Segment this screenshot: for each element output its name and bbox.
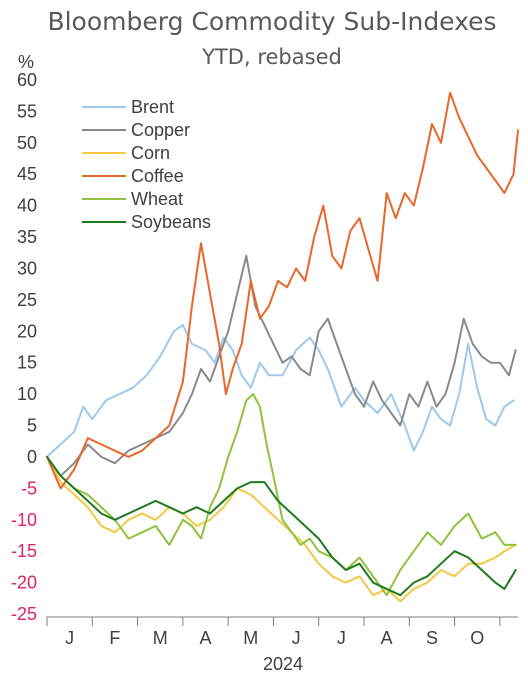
legend-label-soybeans: Soybeans <box>131 212 211 232</box>
x-tick-label: S <box>426 628 438 648</box>
y-tick-label: -20 <box>11 573 37 593</box>
series-line-coffee <box>46 91 519 490</box>
x-tick-label: F <box>109 628 120 648</box>
series-line-wheat <box>46 393 517 597</box>
y-tick-label: 20 <box>17 321 37 341</box>
chart-title: Bloomberg Commodity Sub-Indexes <box>47 7 496 36</box>
y-tick-label: 5 <box>27 416 37 436</box>
chart-subtitle: YTD, rebased <box>201 45 342 69</box>
y-tick-label: 45 <box>17 164 37 184</box>
x-tick-label: M <box>153 628 168 648</box>
y-tick-label: 10 <box>17 384 37 404</box>
y-tick-label: -15 <box>11 541 37 561</box>
legend-label-corn: Corn <box>131 143 170 163</box>
x-axis-year-label: 2024 <box>263 654 303 674</box>
y-tick-label: -10 <box>11 510 37 530</box>
y-axis-unit-label: % <box>18 52 34 72</box>
y-tick-label: 0 <box>27 447 37 467</box>
legend-label-brent: Brent <box>131 97 174 117</box>
legend-label-wheat: Wheat <box>131 189 183 209</box>
y-tick-label: 55 <box>17 101 37 121</box>
series-line-corn <box>46 455 517 603</box>
y-tick-label: -5 <box>21 478 37 498</box>
y-tick-label: 15 <box>17 353 37 373</box>
series-line-copper <box>46 254 517 477</box>
legend-label-copper: Copper <box>131 120 190 140</box>
y-tick-label: 25 <box>17 290 37 310</box>
series-line-brent <box>46 324 515 458</box>
y-tick-label: 30 <box>17 258 37 278</box>
x-tick-label: J <box>65 628 74 648</box>
legend-label-coffee: Coffee <box>131 166 184 186</box>
series-line-soybeans <box>46 455 517 597</box>
series-layer <box>46 91 519 603</box>
y-tick-label: 40 <box>17 196 37 216</box>
x-tick-label: M <box>243 628 258 648</box>
y-tick-label: 50 <box>17 133 37 153</box>
y-tick-label: 35 <box>17 227 37 247</box>
y-tick-label: -25 <box>11 604 37 624</box>
y-tick-label: 60 <box>17 70 37 90</box>
x-tick-label: A <box>381 628 393 648</box>
x-tick-label: J <box>292 628 301 648</box>
x-tick-label: J <box>337 628 346 648</box>
x-tick-label: A <box>200 628 212 648</box>
legend: Brent Copper Corn Coffee Wheat Soybeans <box>82 97 211 232</box>
x-tick-label: O <box>470 628 484 648</box>
